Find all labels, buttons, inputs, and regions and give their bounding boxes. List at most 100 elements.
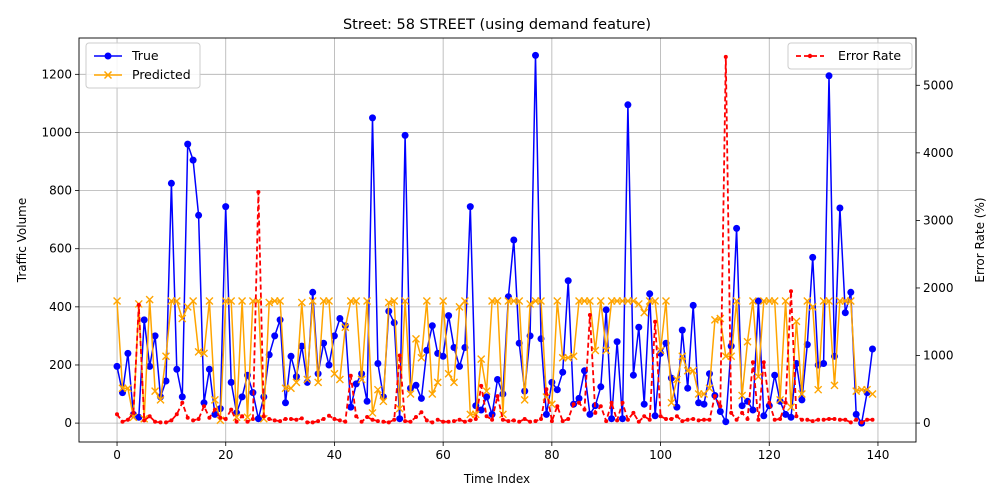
data-point <box>498 410 507 419</box>
data-point <box>533 419 538 424</box>
data-point <box>782 410 790 418</box>
data-point <box>760 412 768 420</box>
data-point <box>468 418 473 423</box>
data-point <box>374 360 382 367</box>
data-point <box>433 378 442 387</box>
data-point <box>553 297 562 306</box>
data-point <box>571 402 576 407</box>
data-point <box>212 407 217 412</box>
data-point <box>390 297 399 306</box>
data-point <box>640 400 648 408</box>
data-point <box>604 419 609 424</box>
data-point <box>115 412 119 417</box>
data-point <box>316 419 321 424</box>
data-point <box>348 373 353 378</box>
data-point <box>120 419 125 424</box>
data-point <box>283 417 288 421</box>
data-point <box>310 420 315 425</box>
data-point <box>792 317 801 326</box>
data-point <box>620 400 625 405</box>
data-point <box>783 400 788 405</box>
y2-axis-label: Error Rate (%) <box>973 197 987 282</box>
y-tick-label: 600 <box>49 242 72 256</box>
data-point <box>664 417 668 421</box>
data-point <box>289 417 293 421</box>
data-point <box>646 290 654 298</box>
series-line <box>116 298 873 421</box>
data-point <box>408 419 413 424</box>
data-point <box>337 418 342 423</box>
data-point <box>825 72 833 80</box>
data-point <box>706 370 713 378</box>
y2-tick-label: 0 <box>923 416 931 430</box>
data-point <box>859 420 864 425</box>
data-point <box>684 384 692 392</box>
data-point <box>343 419 348 424</box>
data-point <box>414 415 418 419</box>
data-point <box>412 381 420 389</box>
data-point <box>309 288 317 296</box>
data-point <box>373 385 382 394</box>
x-tick-label: 100 <box>649 448 672 462</box>
data-point <box>330 332 338 340</box>
data-point <box>526 299 535 308</box>
data-point <box>267 417 272 421</box>
data-point <box>396 415 404 423</box>
data-point <box>870 417 875 422</box>
data-point <box>678 352 687 361</box>
data-point <box>674 414 679 419</box>
data-point <box>837 417 842 422</box>
data-point <box>695 399 703 407</box>
data-point <box>156 395 165 404</box>
data-point <box>276 297 285 306</box>
data-point <box>162 377 170 385</box>
data-point <box>787 413 795 421</box>
data-point <box>444 369 453 378</box>
data-point <box>441 419 446 424</box>
legend-true-marker <box>104 52 112 60</box>
data-point <box>375 419 380 424</box>
data-point <box>520 395 529 404</box>
data-point <box>672 375 681 384</box>
data-point <box>369 114 376 122</box>
data-point <box>297 298 306 307</box>
y2-tick-label: 3000 <box>923 213 954 227</box>
data-point <box>680 419 685 424</box>
data-point <box>656 346 665 355</box>
x-tick-label: 40 <box>327 448 342 462</box>
data-point <box>635 323 643 331</box>
data-point <box>292 378 301 387</box>
data-point <box>597 383 605 391</box>
data-point <box>799 417 804 422</box>
data-point <box>223 417 228 421</box>
data-point <box>332 417 337 421</box>
data-point <box>490 417 495 422</box>
data-point <box>347 403 355 411</box>
data-point <box>327 413 331 418</box>
data-point <box>189 156 197 164</box>
data-point <box>566 417 571 421</box>
data-point <box>430 420 435 425</box>
data-point <box>417 394 425 402</box>
data-point <box>847 288 855 296</box>
data-point <box>836 204 844 212</box>
data-point <box>298 342 306 350</box>
data-point <box>428 322 436 330</box>
data-point <box>689 301 697 309</box>
data-point <box>733 224 741 232</box>
data-point <box>174 412 179 417</box>
data-point <box>229 407 234 412</box>
data-point <box>147 414 152 419</box>
data-point <box>585 297 594 306</box>
data-point <box>678 326 686 334</box>
data-point <box>593 410 598 415</box>
data-point <box>261 414 266 419</box>
data-point <box>517 419 522 424</box>
data-point <box>539 417 543 421</box>
data-point <box>352 380 360 388</box>
data-point <box>238 393 246 401</box>
data-point <box>395 404 404 413</box>
data-point <box>411 334 420 343</box>
data-point <box>756 417 761 422</box>
